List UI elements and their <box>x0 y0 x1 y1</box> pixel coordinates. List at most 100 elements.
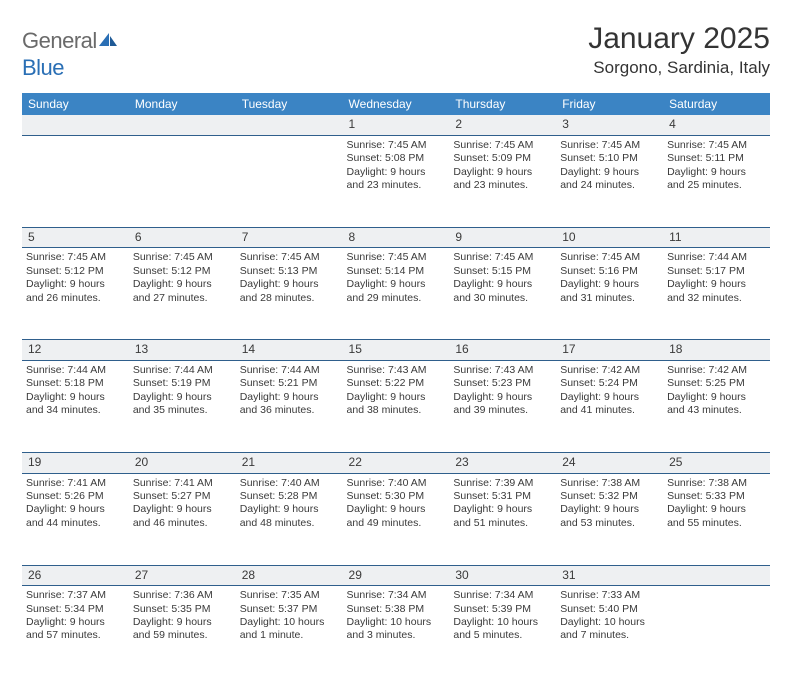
daylight-line-a: Daylight: 9 hours <box>453 503 552 516</box>
sunrise-line: Sunrise: 7:33 AM <box>560 589 659 602</box>
daylight-line-b: and 39 minutes. <box>453 404 552 417</box>
day-cell: Sunrise: 7:35 AMSunset: 5:37 PMDaylight:… <box>236 586 343 678</box>
daylight-line-b: and 32 minutes. <box>667 292 766 305</box>
sunset-line: Sunset: 5:37 PM <box>240 603 339 616</box>
daylight-line-a: Daylight: 9 hours <box>453 278 552 291</box>
daylight-line-b: and 53 minutes. <box>560 517 659 530</box>
daylight-line-a: Daylight: 9 hours <box>667 278 766 291</box>
daylight-line-a: Daylight: 9 hours <box>240 278 339 291</box>
daylight-line-a: Daylight: 9 hours <box>133 278 232 291</box>
sail-icon <box>97 29 119 55</box>
day-number: 20 <box>129 452 236 473</box>
sunrise-line: Sunrise: 7:44 AM <box>667 251 766 264</box>
logo: GeneralBlue <box>22 22 119 81</box>
day-number: 2 <box>449 115 556 135</box>
daylight-line-a: Daylight: 9 hours <box>667 166 766 179</box>
col-sun: Sunday <box>22 93 129 115</box>
sunrise-line: Sunrise: 7:44 AM <box>240 364 339 377</box>
col-sat: Saturday <box>663 93 770 115</box>
day-cell: Sunrise: 7:41 AMSunset: 5:27 PMDaylight:… <box>129 473 236 565</box>
day-cell: Sunrise: 7:45 AMSunset: 5:13 PMDaylight:… <box>236 248 343 340</box>
day-cell: Sunrise: 7:45 AMSunset: 5:15 PMDaylight:… <box>449 248 556 340</box>
daylight-line-b: and 55 minutes. <box>667 517 766 530</box>
sunset-line: Sunset: 5:08 PM <box>347 152 446 165</box>
daylight-line-a: Daylight: 9 hours <box>133 503 232 516</box>
daylight-line-b: and 31 minutes. <box>560 292 659 305</box>
day-number: 21 <box>236 452 343 473</box>
day-cell: Sunrise: 7:45 AMSunset: 5:12 PMDaylight:… <box>22 248 129 340</box>
sunset-line: Sunset: 5:09 PM <box>453 152 552 165</box>
daylight-line-b: and 30 minutes. <box>453 292 552 305</box>
daynum-row: 19202122232425 <box>22 452 770 473</box>
sunrise-line: Sunrise: 7:43 AM <box>347 364 446 377</box>
sunrise-line: Sunrise: 7:45 AM <box>26 251 125 264</box>
daylight-line-b: and 51 minutes. <box>453 517 552 530</box>
daylight-line-a: Daylight: 9 hours <box>133 391 232 404</box>
day-cell: Sunrise: 7:41 AMSunset: 5:26 PMDaylight:… <box>22 473 129 565</box>
detail-row: Sunrise: 7:41 AMSunset: 5:26 PMDaylight:… <box>22 473 770 565</box>
day-cell: Sunrise: 7:38 AMSunset: 5:32 PMDaylight:… <box>556 473 663 565</box>
daylight-line-a: Daylight: 10 hours <box>453 616 552 629</box>
day-number: 3 <box>556 115 663 135</box>
day-cell: Sunrise: 7:45 AMSunset: 5:10 PMDaylight:… <box>556 135 663 227</box>
day-number: 13 <box>129 340 236 361</box>
day-number: 5 <box>22 227 129 248</box>
daylight-line-b: and 43 minutes. <box>667 404 766 417</box>
sunset-line: Sunset: 5:21 PM <box>240 377 339 390</box>
daylight-line-b: and 46 minutes. <box>133 517 232 530</box>
logo-text: GeneralBlue <box>22 28 119 81</box>
day-cell: Sunrise: 7:40 AMSunset: 5:30 PMDaylight:… <box>343 473 450 565</box>
page-subtitle: Sorgono, Sardinia, Italy <box>588 58 770 78</box>
col-thu: Thursday <box>449 93 556 115</box>
daylight-line-b: and 48 minutes. <box>240 517 339 530</box>
sunset-line: Sunset: 5:22 PM <box>347 377 446 390</box>
day-number: 11 <box>663 227 770 248</box>
logo-word-a: General <box>22 28 97 53</box>
col-mon: Monday <box>129 93 236 115</box>
day-number: 31 <box>556 565 663 586</box>
day-cell: Sunrise: 7:45 AMSunset: 5:11 PMDaylight:… <box>663 135 770 227</box>
day-cell <box>22 135 129 227</box>
daylight-line-a: Daylight: 9 hours <box>240 391 339 404</box>
daylight-line-a: Daylight: 9 hours <box>667 503 766 516</box>
sunrise-line: Sunrise: 7:38 AM <box>667 477 766 490</box>
sunset-line: Sunset: 5:24 PM <box>560 377 659 390</box>
daylight-line-b: and 38 minutes. <box>347 404 446 417</box>
daylight-line-b: and 44 minutes. <box>26 517 125 530</box>
day-number <box>663 565 770 586</box>
daylight-line-a: Daylight: 9 hours <box>560 278 659 291</box>
weekday-header-row: Sunday Monday Tuesday Wednesday Thursday… <box>22 93 770 115</box>
sunset-line: Sunset: 5:27 PM <box>133 490 232 503</box>
sunset-line: Sunset: 5:10 PM <box>560 152 659 165</box>
day-number: 7 <box>236 227 343 248</box>
sunset-line: Sunset: 5:25 PM <box>667 377 766 390</box>
calendar-table: Sunday Monday Tuesday Wednesday Thursday… <box>22 93 770 677</box>
logo-word-b: Blue <box>22 55 64 80</box>
day-number: 30 <box>449 565 556 586</box>
day-number: 17 <box>556 340 663 361</box>
detail-row: Sunrise: 7:44 AMSunset: 5:18 PMDaylight:… <box>22 360 770 452</box>
daylight-line-a: Daylight: 9 hours <box>667 391 766 404</box>
daylight-line-b: and 25 minutes. <box>667 179 766 192</box>
day-number: 29 <box>343 565 450 586</box>
daylight-line-b: and 27 minutes. <box>133 292 232 305</box>
day-cell: Sunrise: 7:45 AMSunset: 5:08 PMDaylight:… <box>343 135 450 227</box>
sunrise-line: Sunrise: 7:42 AM <box>667 364 766 377</box>
daylight-line-a: Daylight: 9 hours <box>453 391 552 404</box>
day-number: 22 <box>343 452 450 473</box>
day-cell: Sunrise: 7:44 AMSunset: 5:19 PMDaylight:… <box>129 360 236 452</box>
day-cell: Sunrise: 7:38 AMSunset: 5:33 PMDaylight:… <box>663 473 770 565</box>
daylight-line-b: and 23 minutes. <box>453 179 552 192</box>
daylight-line-b: and 59 minutes. <box>133 629 232 642</box>
day-number: 23 <box>449 452 556 473</box>
day-number: 24 <box>556 452 663 473</box>
sunrise-line: Sunrise: 7:43 AM <box>453 364 552 377</box>
day-cell: Sunrise: 7:44 AMSunset: 5:21 PMDaylight:… <box>236 360 343 452</box>
daylight-line-b: and 7 minutes. <box>560 629 659 642</box>
day-cell: Sunrise: 7:42 AMSunset: 5:24 PMDaylight:… <box>556 360 663 452</box>
calendar-body: 1234Sunrise: 7:45 AMSunset: 5:08 PMDayli… <box>22 115 770 677</box>
day-number: 4 <box>663 115 770 135</box>
day-number: 27 <box>129 565 236 586</box>
day-cell <box>236 135 343 227</box>
daylight-line-b: and 36 minutes. <box>240 404 339 417</box>
